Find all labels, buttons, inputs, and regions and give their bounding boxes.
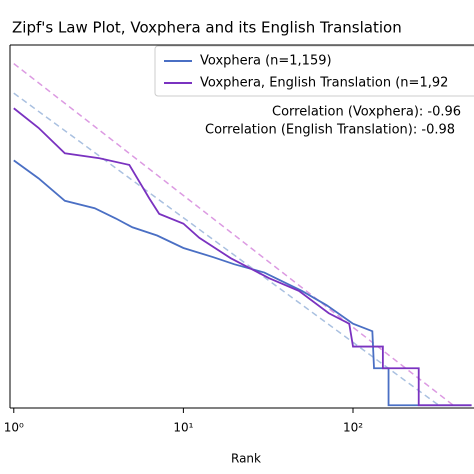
x-tick-label: 10⁰ bbox=[4, 421, 24, 435]
series-line bbox=[13, 159, 472, 407]
x-axis-label: Rank bbox=[231, 452, 261, 466]
legend-label: Voxphera (n=1,159) bbox=[200, 54, 332, 69]
annotation: Correlation (Voxphera): -0.96 bbox=[272, 105, 461, 120]
reference-line bbox=[13, 63, 454, 406]
x-tick-label: 10¹ bbox=[173, 421, 193, 435]
x-tick-label: 10² bbox=[343, 421, 363, 435]
chart-title: Zipf's Law Plot, Voxphera and its Englis… bbox=[12, 19, 402, 37]
legend-box bbox=[154, 45, 474, 97]
legend-label: Voxphera, English Translation (n=1,92 bbox=[200, 76, 448, 91]
annotation: Correlation (English Translation): -0.98 bbox=[205, 123, 455, 138]
series-line bbox=[13, 107, 472, 407]
reference-line bbox=[13, 92, 440, 406]
